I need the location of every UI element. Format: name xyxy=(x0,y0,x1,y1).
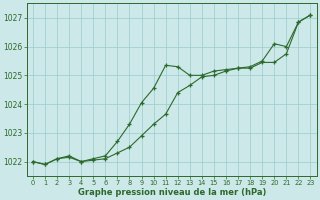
X-axis label: Graphe pression niveau de la mer (hPa): Graphe pression niveau de la mer (hPa) xyxy=(77,188,266,197)
